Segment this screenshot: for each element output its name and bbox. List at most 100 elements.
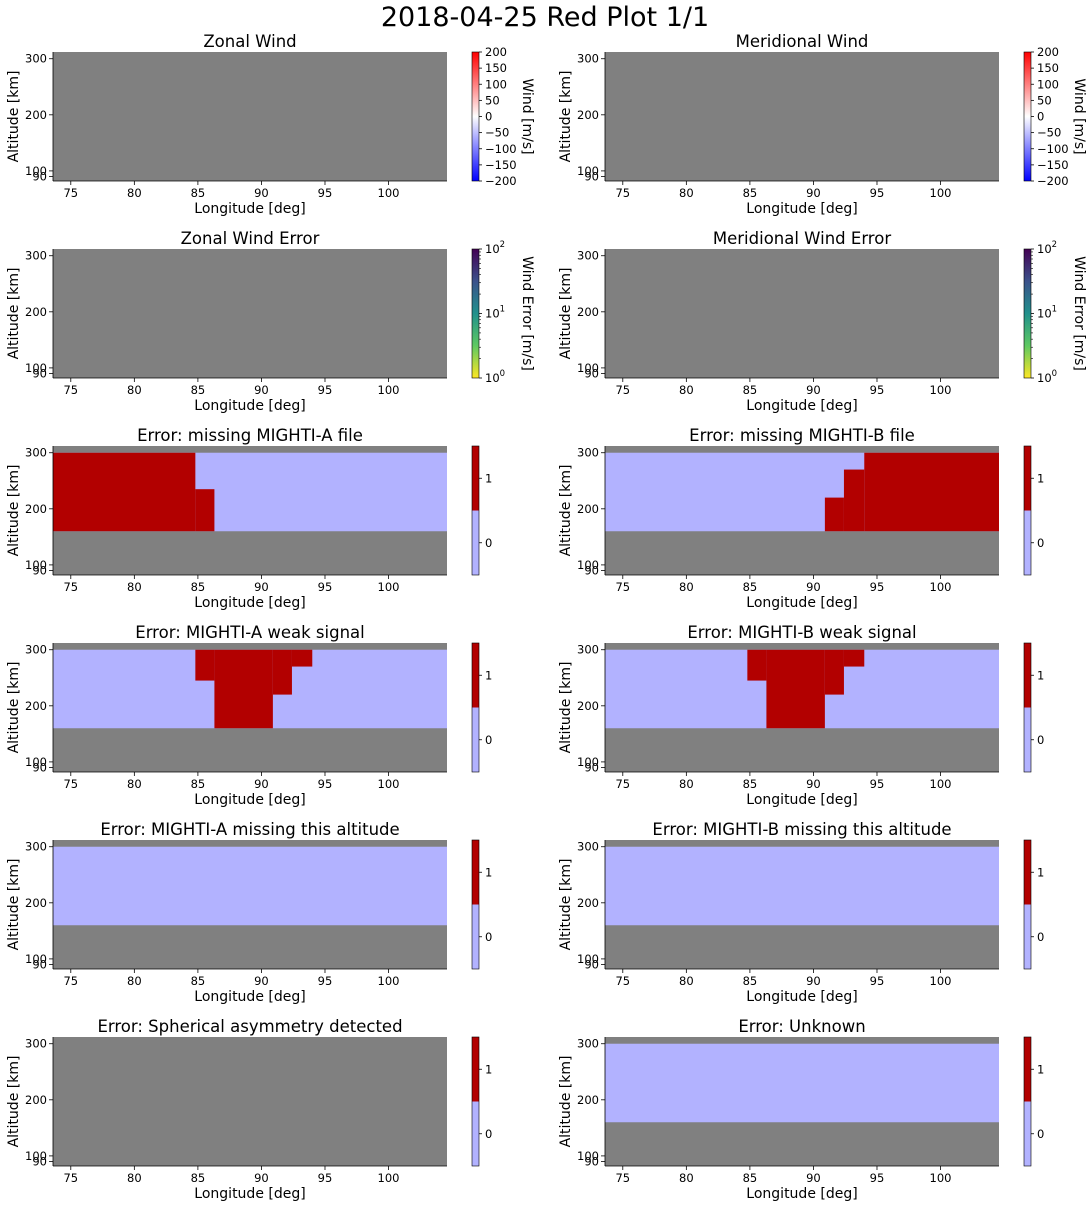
x-tick-label: 75 bbox=[63, 383, 78, 397]
y-tick-label: 200 bbox=[577, 502, 599, 516]
x-tick-label: 90 bbox=[806, 186, 821, 200]
colorbar: 10 bbox=[471, 1036, 492, 1167]
y-tick-label: 200 bbox=[577, 305, 599, 319]
colorbar-false-segment bbox=[472, 904, 479, 969]
y-tick-label: 300 bbox=[25, 52, 47, 66]
x-tick-label: 90 bbox=[254, 1171, 269, 1185]
colorbar-gradient bbox=[471, 248, 480, 379]
colorbar-false-segment bbox=[1024, 904, 1031, 969]
y-tick-label: 200 bbox=[577, 699, 599, 713]
colorbar: 10 bbox=[1023, 642, 1044, 773]
y-tick-label: 100 bbox=[25, 952, 47, 966]
x-tick-label: 90 bbox=[254, 186, 269, 200]
y-axis-label: Altitude [km] bbox=[558, 859, 574, 951]
x-tick-label: 95 bbox=[870, 186, 885, 200]
colorbar-tick-label: −200 bbox=[1037, 174, 1069, 188]
x-tick-label: 90 bbox=[254, 383, 269, 397]
y-tick-label: 100 bbox=[25, 558, 47, 572]
y-tick-label: 300 bbox=[25, 1037, 47, 1051]
flag-false-region bbox=[53, 846, 447, 926]
colorbar-tick-label: 100 bbox=[485, 369, 505, 385]
colorbar-outline bbox=[1023, 445, 1032, 576]
y-axis-label: Altitude [km] bbox=[558, 465, 574, 557]
x-tick-label: 85 bbox=[191, 580, 206, 594]
y-tick-label: 100 bbox=[25, 361, 47, 375]
panel-title: Error: MIGHTI-A weak signal bbox=[135, 623, 364, 642]
colorbar-tick-label: 100 bbox=[1037, 369, 1057, 385]
colorbar-true-segment bbox=[1024, 643, 1031, 708]
x-tick-label: 95 bbox=[318, 580, 333, 594]
x-tick-label: 100 bbox=[930, 186, 952, 200]
colorbar-tick-label: 1 bbox=[1037, 471, 1044, 485]
x-tick-label: 75 bbox=[63, 974, 78, 988]
x-tick-label: 85 bbox=[191, 1171, 206, 1185]
y-axis-label: Altitude [km] bbox=[6, 465, 22, 557]
y-tick-label: 90 bbox=[584, 564, 599, 578]
x-tick-label: 90 bbox=[806, 580, 821, 594]
panel-title: Error: missing MIGHTI-B file bbox=[689, 426, 915, 445]
y-tick-label: 90 bbox=[584, 761, 599, 775]
y-tick-label: 90 bbox=[584, 170, 599, 184]
x-tick-label: 100 bbox=[378, 580, 400, 594]
x-tick-label: 80 bbox=[127, 1171, 142, 1185]
x-tick-label: 95 bbox=[318, 1171, 333, 1185]
colorbar-tick-label: 1 bbox=[1037, 865, 1044, 879]
colorbar-true-segment bbox=[472, 643, 479, 708]
colorbar-gradient bbox=[1023, 248, 1032, 379]
x-axis-label: Longitude [deg] bbox=[746, 792, 857, 808]
colorbar-true-segment bbox=[1024, 446, 1031, 511]
figure-title: 2018-04-25 Red Plot 1/1 bbox=[380, 2, 710, 33]
x-tick-label: 100 bbox=[930, 580, 952, 594]
x-tick-label: 95 bbox=[870, 974, 885, 988]
nodata-background bbox=[53, 1037, 447, 1166]
colorbar-tick-label: 0 bbox=[485, 1127, 492, 1141]
colorbar-false-segment bbox=[1024, 707, 1031, 772]
panel-title: Error: MIGHTI-B weak signal bbox=[687, 623, 916, 642]
flag-cell bbox=[824, 649, 844, 695]
colorbar-tick-label: 1 bbox=[485, 1062, 492, 1076]
panel-title: Error: MIGHTI-A missing this altitude bbox=[100, 820, 399, 839]
colorbar-tick-label: 0 bbox=[1037, 1127, 1044, 1141]
colorbar-gradient bbox=[1023, 51, 1032, 182]
y-tick-label: 200 bbox=[25, 108, 47, 122]
x-tick-label: 80 bbox=[127, 777, 142, 791]
nodata-background bbox=[605, 249, 999, 378]
colorbar-tick-label: −50 bbox=[1037, 126, 1061, 140]
y-tick-label: 300 bbox=[577, 249, 599, 263]
colorbar-tick-label: 50 bbox=[485, 93, 500, 107]
x-axis-label: Longitude [deg] bbox=[194, 792, 305, 808]
x-tick-label: 95 bbox=[870, 777, 885, 791]
y-tick-label: 300 bbox=[577, 840, 599, 854]
colorbar-tick-label: 102 bbox=[1037, 240, 1057, 256]
x-axis-label: Longitude [deg] bbox=[746, 595, 857, 611]
y-axis-label: Altitude [km] bbox=[6, 268, 22, 360]
colorbar-false-segment bbox=[472, 1101, 479, 1166]
colorbar-label: Wind Error [m/s] bbox=[1071, 256, 1087, 371]
x-tick-label: 85 bbox=[743, 580, 758, 594]
x-tick-label: 100 bbox=[378, 186, 400, 200]
colorbar-tick-label: −150 bbox=[485, 158, 517, 172]
colorbar-tick-label: −100 bbox=[485, 142, 517, 156]
x-axis-label: Longitude [deg] bbox=[746, 398, 857, 414]
y-axis-label: Altitude [km] bbox=[558, 1056, 574, 1148]
panel-11: Error: Spherical asymmetry detected 75 80 8… bbox=[6, 1017, 492, 1202]
y-tick-label: 200 bbox=[25, 896, 47, 910]
colorbar-false-segment bbox=[1024, 1101, 1031, 1166]
x-tick-label: 80 bbox=[679, 383, 694, 397]
colorbar: 102 101 100 Wind Error [m/s] bbox=[471, 240, 535, 385]
panel-7: Error: MIGHTI-A weak signal 75 80 85 90 95 100… bbox=[6, 623, 492, 808]
x-tick-label: 75 bbox=[63, 1171, 78, 1185]
colorbar-outline bbox=[471, 839, 480, 970]
x-tick-label: 100 bbox=[378, 1171, 400, 1185]
colorbar-tick-label: −100 bbox=[1037, 142, 1069, 156]
x-axis-label: Longitude [deg] bbox=[194, 201, 305, 217]
x-tick-label: 100 bbox=[378, 383, 400, 397]
y-tick-label: 90 bbox=[584, 958, 599, 972]
colorbar-tick-label: 100 bbox=[485, 77, 507, 91]
flag-cell bbox=[747, 649, 767, 681]
colorbar-outline bbox=[471, 642, 480, 773]
colorbar-true-segment bbox=[472, 1037, 479, 1102]
x-tick-label: 85 bbox=[191, 383, 206, 397]
